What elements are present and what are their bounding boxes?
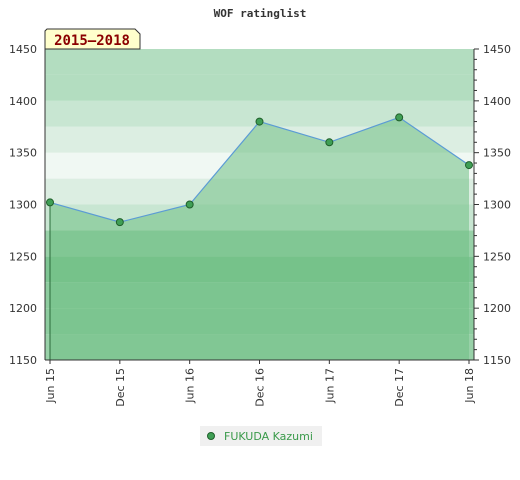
y-tick-label-right: 1350	[483, 147, 511, 160]
x-tick-label: Jun 16	[184, 368, 197, 404]
y-tick-label-right: 1200	[483, 302, 511, 315]
left-axis: 1150 1200 1250 1300 1350 1400 1450	[9, 43, 51, 367]
range-box: 2015–2018	[44, 28, 141, 50]
x-axis: Jun 15 Dec 15 Jun 16 Dec 16 Jun 17 Dec 17 Jun …	[44, 359, 476, 407]
y-tick-label-left: 1200	[9, 302, 37, 315]
x-tick-label: Jun 15	[44, 368, 57, 404]
series-area	[50, 117, 469, 360]
data-point[interactable]	[115, 218, 124, 227]
y-tick-label-left: 1250	[9, 250, 37, 263]
y-tick-label-right: 1150	[483, 354, 511, 367]
x-tick-label: Dec 16	[254, 368, 267, 407]
background-band	[45, 74, 474, 101]
x-tick-label: Jun 18	[463, 368, 476, 404]
chart-title: WOF ratinglist	[214, 7, 307, 20]
data-point[interactable]	[185, 200, 194, 209]
y-tick-label-left: 1350	[9, 147, 37, 160]
legend[interactable]: FUKUDA Kazumi	[200, 426, 322, 446]
area-layer	[50, 117, 469, 360]
y-tick-label-right: 1400	[483, 95, 511, 108]
legend-marker	[207, 432, 215, 440]
data-point[interactable]	[325, 138, 334, 147]
y-tick-label-right: 1300	[483, 199, 511, 212]
legend-label: FUKUDA Kazumi	[224, 430, 313, 443]
point-layer	[46, 113, 473, 227]
data-point[interactable]	[255, 117, 264, 126]
right-axis: 1150 1200 1250 1300 1350 1400 1450	[473, 43, 511, 367]
background-band	[45, 49, 474, 75]
y-tick-label-left: 1450	[9, 43, 37, 56]
y-tick-label-right: 1250	[483, 250, 511, 263]
range-label: 2015–2018	[54, 33, 130, 49]
y-tick-label-left: 1150	[9, 354, 37, 367]
x-tick-label: Dec 15	[114, 368, 127, 407]
y-tick-label-right: 1450	[483, 43, 511, 56]
data-point[interactable]	[395, 113, 404, 122]
y-tick-label-left: 1400	[9, 95, 37, 108]
y-tick-label-left: 1300	[9, 199, 37, 212]
data-point[interactable]	[465, 161, 473, 170]
data-point[interactable]	[46, 198, 54, 207]
x-tick-label: Dec 17	[393, 368, 406, 407]
x-tick-label: Jun 17	[323, 368, 336, 404]
